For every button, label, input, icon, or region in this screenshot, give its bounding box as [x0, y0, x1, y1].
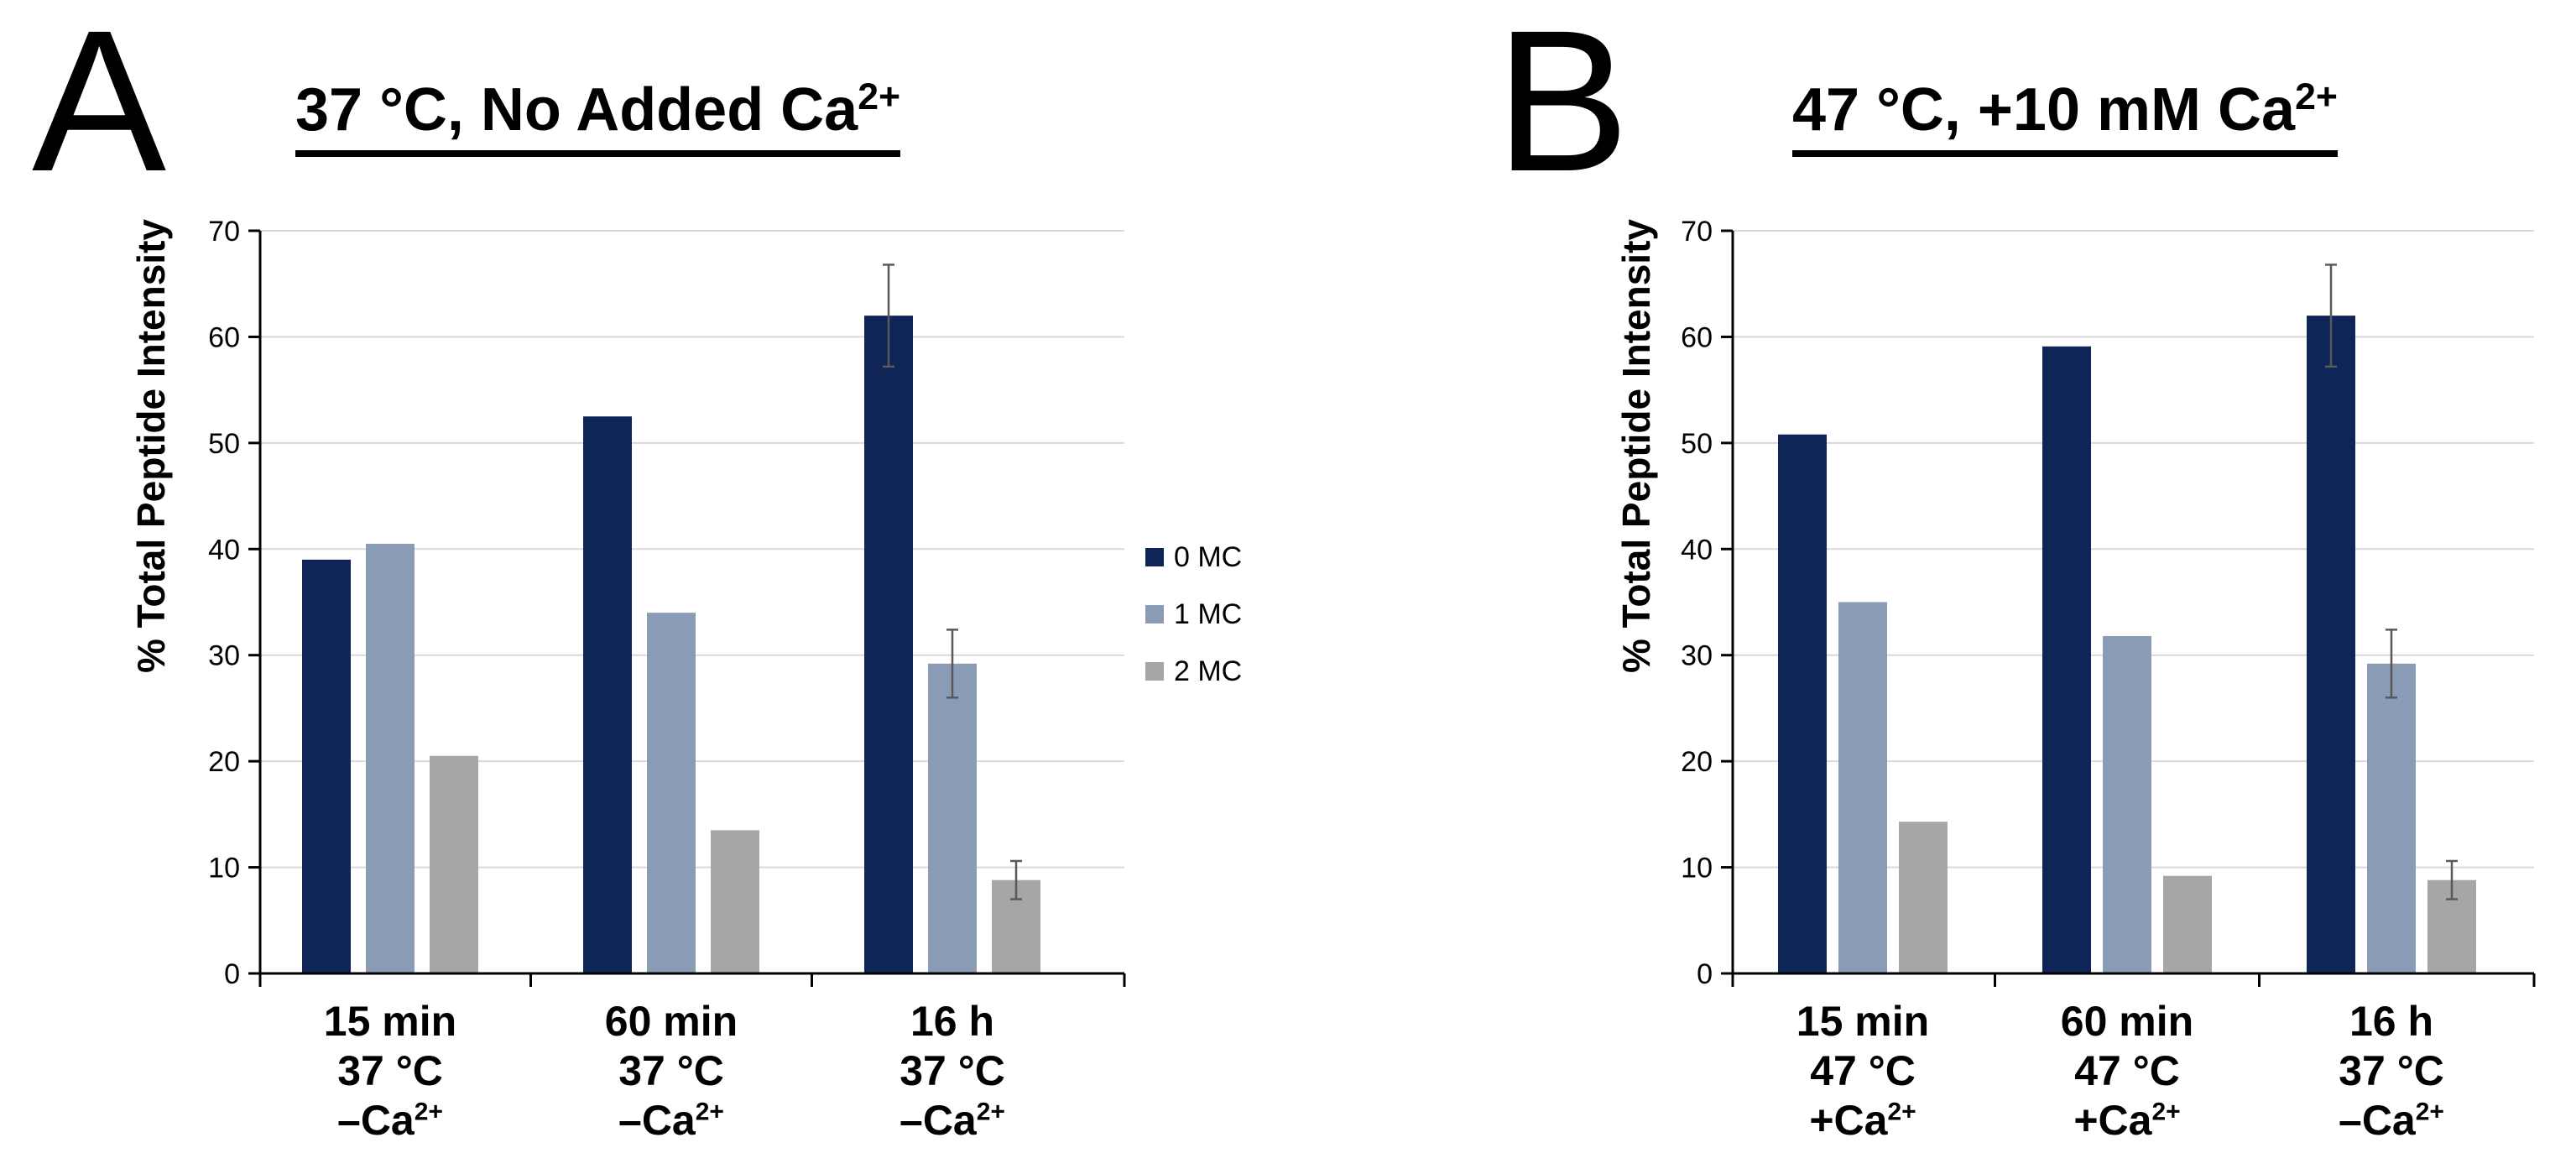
bar-1mc [647, 613, 696, 973]
bar-0mc [583, 416, 632, 973]
y-tick-label: 40 [208, 534, 240, 566]
x-category-label: 15 min 47 °C +Ca2+ [1796, 998, 1930, 1144]
y-tick-label: 40 [1681, 534, 1713, 566]
legend-item-0mc: 0 MC [1145, 529, 1242, 586]
y-tick-label: 30 [1681, 640, 1713, 672]
y-tick-label: 0 [1697, 958, 1713, 990]
legend-item-1mc: 1 MC [1145, 586, 1242, 643]
y-tick-label: 50 [1681, 428, 1713, 460]
y-tick-label: 10 [1681, 853, 1713, 884]
x-category-label: 16 h 37 °C –Ca2+ [2339, 998, 2444, 1144]
bar-1mc [2103, 635, 2151, 973]
y-tick-label: 60 [1681, 321, 1713, 353]
legend-swatch-2mc [1145, 662, 1164, 681]
error-bar [2446, 859, 2458, 900]
error-bar [946, 629, 958, 699]
panel-a: A 37 °C, No Added Ca2+ % Total Peptide I… [32, 0, 1126, 1144]
bar-1mc [2367, 663, 2416, 973]
y-tick-label: 60 [208, 321, 240, 353]
x-category-label: 60 min 47 °C +Ca2+ [2060, 998, 2194, 1144]
bar-1mc [366, 543, 415, 973]
bar-0mc [2307, 316, 2355, 974]
bar-2mc [2163, 875, 2212, 973]
bar-chart-b: 0 10 20 30 40 50 60 70 [1681, 216, 2536, 990]
y-tick-label: 20 [1681, 746, 1713, 778]
y-tick-label: 70 [208, 216, 240, 248]
bar-0mc [864, 316, 913, 974]
y-tick-label: 50 [208, 428, 240, 460]
panel-letter-a: A [32, 0, 167, 213]
panel-b: B 47 °C, +10 mM Ca2+ % Total Peptide Int… [1485, 0, 2576, 1174]
bar-0mc [1778, 434, 1827, 973]
y-tick-label: 20 [208, 746, 240, 778]
legend-item-2mc: 2 MC [1145, 643, 1242, 700]
x-category-label: 60 min 37 °C –Ca2+ [604, 998, 738, 1144]
error-bar [2386, 629, 2397, 699]
bar-2mc [1899, 822, 1948, 973]
bar-0mc [302, 559, 351, 973]
y-tick-label: 30 [208, 640, 240, 672]
bar-2mc [711, 830, 759, 973]
bar-1mc [928, 663, 977, 973]
legend-swatch-0mc [1145, 548, 1164, 566]
x-category-label: 16 h 37 °C –Ca2+ [900, 998, 1005, 1144]
chart-title-b: 47 °C, +10 mM Ca2+ [1792, 76, 2338, 158]
legend-swatch-1mc [1145, 605, 1164, 624]
chart-title-a: 37 °C, No Added Ca2+ [295, 76, 901, 158]
bar-0mc [2042, 346, 2091, 973]
error-bar [2325, 263, 2337, 368]
bar-chart-a: 0 10 20 30 40 50 60 70 [208, 216, 1126, 990]
error-bar [1010, 859, 1022, 900]
y-tick-label: 70 [1681, 216, 1713, 248]
y-tick-label: 0 [224, 958, 240, 990]
x-category-label: 15 min 37 °C –Ca2+ [323, 998, 457, 1144]
panel-letter-b: B [1495, 0, 1630, 213]
error-bar [883, 263, 894, 368]
y-tick-label: 10 [208, 853, 240, 884]
bar-2mc [430, 755, 478, 973]
bar-1mc [1838, 602, 1887, 973]
legend: 0 MC 1 MC 2 MC [1145, 529, 1242, 700]
